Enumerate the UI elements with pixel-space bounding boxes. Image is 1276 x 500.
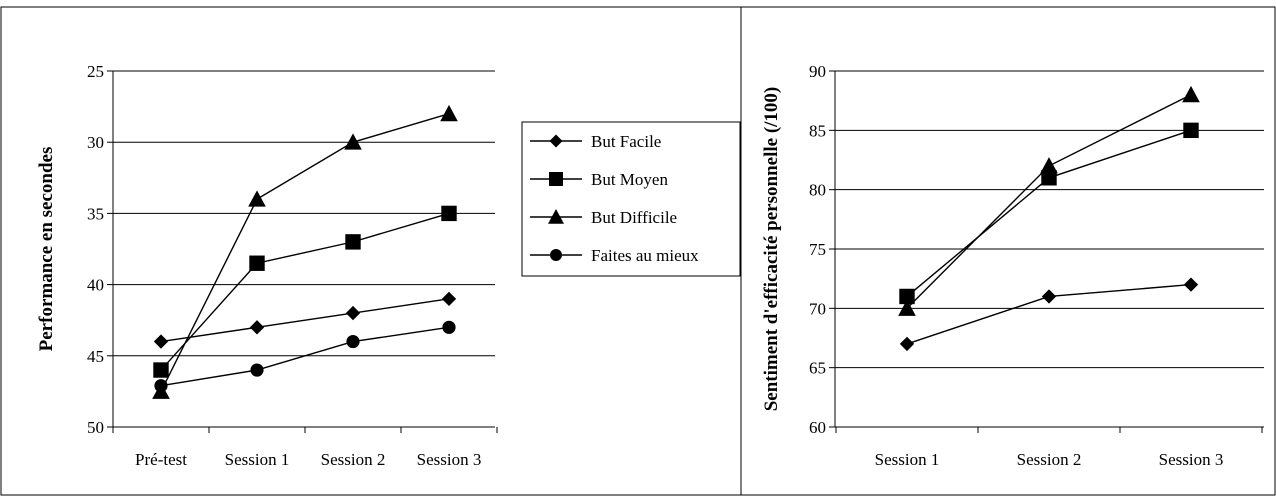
legend-marker-diamond xyxy=(549,134,563,148)
data-point-triangle xyxy=(248,190,266,207)
x-tick-label: Pré-test xyxy=(135,450,187,469)
y-tick-label: 85 xyxy=(809,121,826,140)
legend-label: But Moyen xyxy=(591,170,668,189)
series-line xyxy=(906,94,1192,309)
legend-marker-circle xyxy=(550,249,562,261)
data-point-square xyxy=(899,288,915,305)
data-point-square xyxy=(153,362,169,378)
x-tick-label: Session 1 xyxy=(225,450,290,469)
y-tick-label: 25 xyxy=(87,62,104,81)
legend-marker-triangle xyxy=(548,209,564,224)
legend-item-circle: Faites au mieux xyxy=(530,246,699,265)
y-tick-label: 90 xyxy=(809,62,826,81)
left-chart: 25 30 35 40 45 50 Pré-test Session 1 Session 2 Se… xyxy=(36,62,741,469)
y-tick-label: 35 xyxy=(87,204,104,223)
y-tick-label: 65 xyxy=(809,359,826,378)
data-point-circle xyxy=(154,379,168,393)
y-tick-label: 30 xyxy=(87,133,104,152)
y-tick-label: 75 xyxy=(809,240,826,259)
series-line xyxy=(906,129,1192,298)
series-line xyxy=(160,326,450,387)
data-point-triangle xyxy=(1182,85,1200,103)
series-line xyxy=(160,212,450,371)
series-triangle xyxy=(152,104,458,399)
legend-marker-square xyxy=(549,172,563,186)
x-tick-label: Session 3 xyxy=(1159,450,1224,469)
series-square xyxy=(153,205,457,378)
data-point-diamond xyxy=(249,320,265,335)
y-tick-label: 45 xyxy=(87,347,104,366)
right-chart: 60 65 70 75 80 85 90 Session 1 Session 2 Session … xyxy=(761,62,1264,469)
legend-label: But Facile xyxy=(591,132,661,151)
data-point-diamond xyxy=(441,291,457,306)
data-point-square xyxy=(441,205,457,222)
data-point-square xyxy=(249,255,265,271)
data-point-triangle xyxy=(1040,157,1058,174)
data-point-triangle xyxy=(344,133,362,150)
data-point-circle xyxy=(442,320,456,334)
x-tick-label: Session 2 xyxy=(1017,450,1082,469)
y-tick-label: 50 xyxy=(87,418,104,437)
data-point-square xyxy=(1041,170,1057,186)
x-tick-label: Session 1 xyxy=(875,450,940,469)
series-diamond xyxy=(899,277,1199,352)
data-point-circle xyxy=(346,334,360,349)
legend-item-diamond: But Facile xyxy=(530,132,661,151)
series-line xyxy=(160,298,450,343)
legend-label: But Difficile xyxy=(591,208,677,227)
data-point-diamond xyxy=(1183,277,1199,292)
series-triangle xyxy=(898,85,1200,316)
data-point-square xyxy=(345,234,361,250)
data-point-square xyxy=(1183,122,1199,139)
legend-label: Faites au mieux xyxy=(591,246,699,265)
legend: But Facile But Moyen But Difficile Faites a… xyxy=(521,121,741,277)
right-chart-frame xyxy=(740,6,1276,496)
data-point-diamond xyxy=(1041,289,1057,304)
data-point-diamond xyxy=(899,336,915,352)
data-point-triangle xyxy=(898,299,916,316)
legend-item-triangle: But Difficile xyxy=(530,208,677,227)
y-tick-label: 40 xyxy=(87,276,104,295)
x-tick-label: Session 3 xyxy=(417,450,482,469)
data-point-diamond xyxy=(345,305,361,321)
series-square xyxy=(899,122,1199,305)
y-tick-label: 80 xyxy=(809,181,826,200)
legend-item-square: But Moyen xyxy=(530,170,668,189)
y-axis-label: Sentiment d'efficacité personnelle (/100… xyxy=(761,87,782,412)
y-tick-label: 70 xyxy=(809,299,826,318)
data-point-triangle xyxy=(440,104,458,122)
series-diamond xyxy=(153,291,457,349)
series-circle xyxy=(154,320,456,393)
series-line xyxy=(160,113,450,392)
y-tick-label: 60 xyxy=(809,418,826,437)
data-point-circle xyxy=(250,363,264,377)
data-point-diamond xyxy=(153,334,169,349)
x-tick-label: Session 2 xyxy=(321,450,386,469)
y-axis-label: Performance en secondes xyxy=(36,147,57,352)
